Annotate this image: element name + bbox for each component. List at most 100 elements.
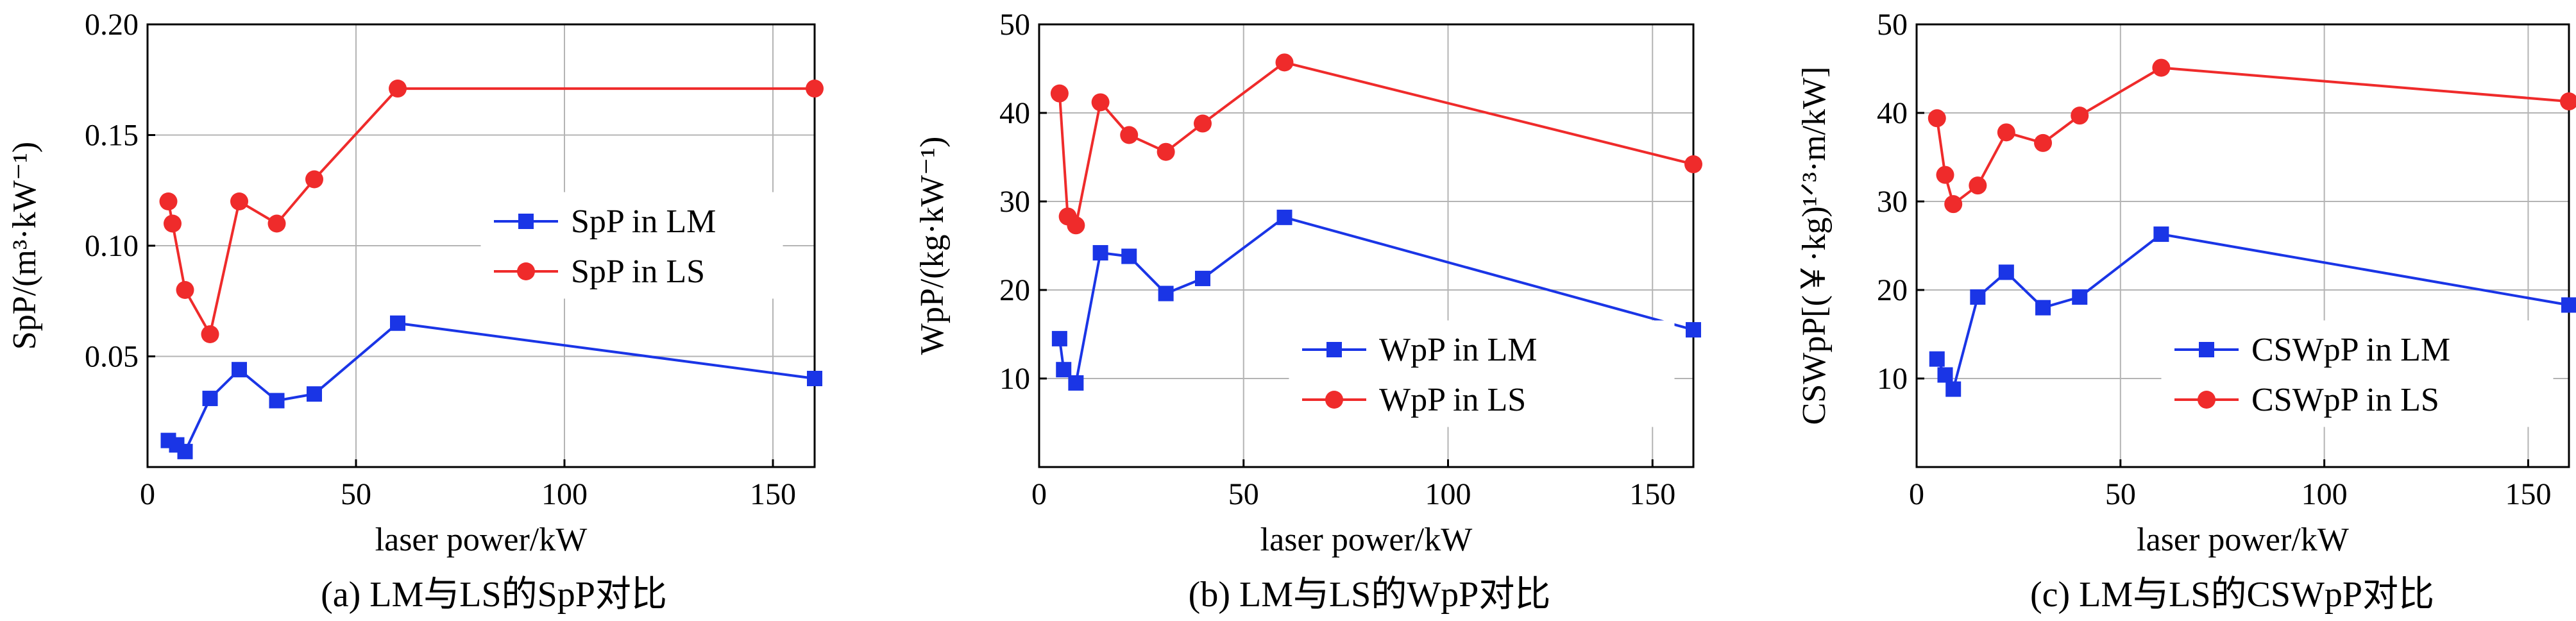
y-tick-label: 0.15 [85,119,139,153]
y-tick-label: 0.20 [85,8,139,42]
legend-label: CSWpP in LM [2251,332,2450,368]
y-tick-label: 0.05 [85,340,139,374]
legend-box [2161,320,2554,427]
x-tick-label: 50 [1228,477,1259,511]
y-tick-label: 30 [999,185,1030,219]
data-point [232,362,247,378]
data-point [1120,126,1139,144]
data-point [1067,216,1085,235]
legend-marker [518,214,534,229]
y-tick-label: 50 [1877,8,1908,42]
data-point [1068,375,1084,391]
x-tick-label: 100 [541,477,588,511]
chart-caption: (b) LM与LS的WpP对比 [1189,575,1551,615]
data-point [230,192,248,210]
series-2 [159,80,824,343]
data-point [267,214,286,233]
data-point [1194,114,1212,133]
data-point [2153,226,2169,242]
y-tick-label: 10 [1877,362,1908,396]
legend-box [1289,320,1675,427]
data-point [1997,123,2015,142]
y-tick-label: 0.10 [85,229,139,263]
data-point [1157,142,1175,161]
y-tick-label: 40 [999,96,1030,130]
data-point [1158,285,1174,302]
x-axis-label: laser power/kW [375,522,588,558]
data-point [806,80,824,98]
legend-marker [2198,391,2216,409]
y-tick-label: 10 [999,362,1030,396]
data-point [1050,84,1069,103]
legend-marker [517,262,535,280]
data-point [2152,58,2171,77]
y-tick-label: 20 [999,273,1030,307]
data-point [1091,93,1110,112]
data-point [2561,297,2576,313]
legend: WpP in LM WpP in LS [1289,320,1675,427]
data-point [1944,195,1963,214]
data-point [201,325,219,343]
data-point [307,386,322,402]
x-tick-label: 0 [140,477,155,511]
data-point [2035,300,2051,316]
data-point [1276,209,1292,225]
series-1 [1051,209,1701,391]
series-2 [1050,53,1702,235]
legend-label: SpP in LS [571,253,705,290]
x-tick-label: 150 [2505,477,2551,511]
x-tick-label: 100 [2301,477,2348,511]
data-point [2072,289,2088,305]
legend-label: WpP in LS [1379,382,1526,418]
data-point [1092,245,1108,261]
data-point [1051,330,1067,346]
data-point [177,443,193,459]
legend-label: CSWpP in LS [2251,382,2439,418]
legend-label: SpP in LM [571,203,716,240]
data-point [1275,53,1294,72]
data-point [2560,92,2576,111]
data-point [1970,289,1986,305]
data-point [390,315,405,331]
y-axis-label: CSWpP[(￥·kg)¹ᐟ³·m/kW] [1796,67,1833,425]
legend-marker [2199,342,2214,357]
y-tick-label: 20 [1877,273,1908,307]
x-tick-label: 100 [1425,477,1471,511]
y-tick-label: 30 [1877,185,1908,219]
chart-caption: (c) LM与LS的CSWpP对比 [2030,575,2434,615]
data-point [202,391,218,407]
series-2 [1928,58,2576,214]
y-axis-label: SpP/(m³·kW⁻¹) [6,142,43,350]
x-tick-label: 50 [2105,477,2136,511]
data-point [164,214,182,233]
x-tick-label: 150 [1629,477,1675,511]
y-tick-label: 40 [1877,96,1908,130]
data-point [1937,367,1953,383]
data-point [176,281,194,299]
legend: CSWpP in LM CSWpP in LS [2161,320,2554,427]
plot-area-frame [1915,23,2570,468]
plot-area-frame [1038,23,1695,468]
legend: SpP in LM SpP in LS [480,192,783,299]
data-point [1969,176,1987,195]
data-point [305,170,323,189]
legend-marker [1325,391,1343,409]
x-axis-label: laser power/kW [1260,522,1473,558]
legend-marker [1326,342,1342,357]
data-point [1998,264,2014,280]
x-tick-label: 50 [341,477,371,511]
series-1 [1929,226,2576,397]
data-point [1945,381,1962,397]
legend-box [480,192,783,299]
data-point [1056,362,1072,378]
data-point [1929,351,1945,367]
legend-label: WpP in LM [1379,332,1538,368]
data-point [1195,271,1210,287]
x-axis-label: laser power/kW [2137,522,2349,558]
series-1 [160,315,822,459]
x-tick-label: 150 [750,477,796,511]
